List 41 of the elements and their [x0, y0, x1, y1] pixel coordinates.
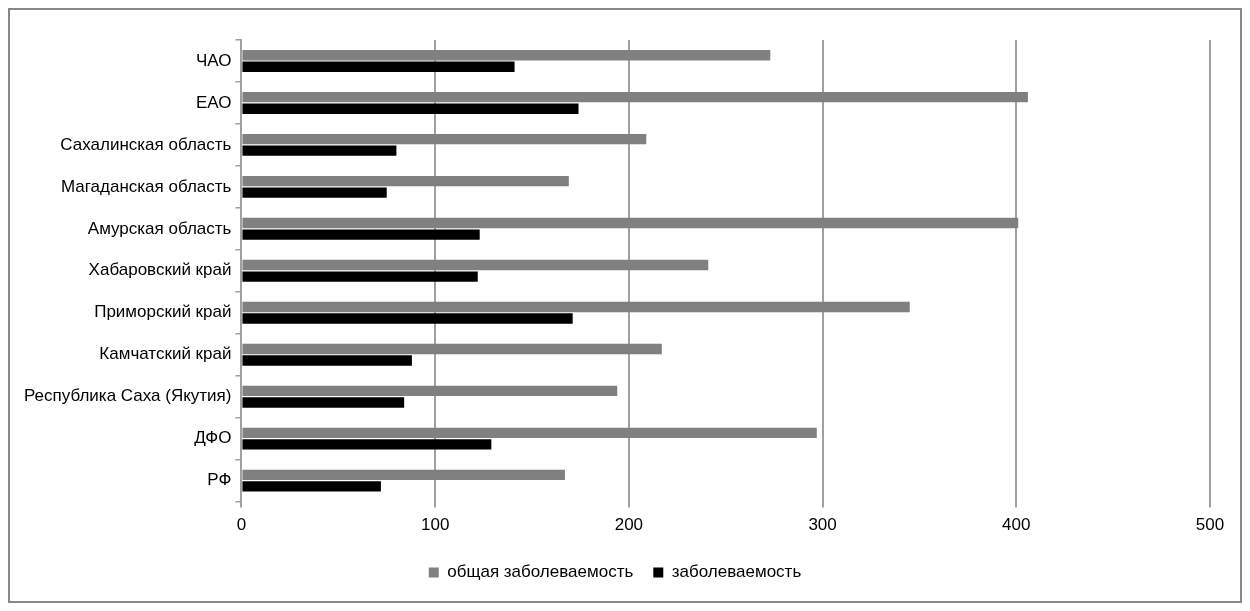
- bar: [242, 355, 412, 366]
- bar: [242, 91, 1028, 103]
- y-tick-label: ДФО: [194, 428, 232, 448]
- y-tick-label: ЕАО: [195, 92, 232, 112]
- x-tick-label: 400: [1002, 515, 1031, 535]
- bar: [242, 50, 771, 61]
- bar: [242, 271, 478, 282]
- legend-label: заболеваемость: [671, 562, 802, 582]
- legend-label: общая заболеваемость: [447, 562, 634, 582]
- bar: [242, 217, 1019, 229]
- y-tick-label: ЧАО: [195, 50, 232, 70]
- bar: [242, 343, 662, 355]
- bar: [242, 175, 569, 187]
- y-tick-label: Хабаровский край: [88, 260, 232, 280]
- bar: [242, 133, 647, 145]
- y-tick-label: Магаданская область: [60, 176, 232, 196]
- bar: [242, 301, 910, 313]
- bar: [242, 229, 480, 240]
- bar: [242, 145, 397, 156]
- y-tick-label: Амурская область: [87, 218, 232, 238]
- bar: [242, 187, 387, 198]
- x-tick-label: 100: [420, 515, 450, 535]
- bar: [242, 427, 817, 439]
- y-tick-label: Приморский край: [94, 302, 232, 322]
- bar: [242, 259, 709, 271]
- bar: [242, 385, 618, 397]
- x-tick-label: 500: [1195, 515, 1225, 535]
- bar: [242, 439, 492, 450]
- x-tick-label: 300: [808, 515, 837, 535]
- bar: [242, 397, 405, 408]
- x-tick-label: 200: [614, 515, 644, 535]
- y-tick-label: Сахалинская область: [60, 134, 232, 154]
- bar: [242, 103, 579, 114]
- bar: [242, 469, 565, 481]
- x-tick-label: 0: [236, 515, 247, 535]
- bar: [242, 313, 573, 324]
- bar: [242, 481, 381, 492]
- y-tick-label: РФ: [207, 470, 232, 490]
- y-tick-label: Камчатский край: [99, 344, 232, 364]
- bar: [242, 61, 515, 72]
- y-tick-label: Республика Саха (Якутия): [23, 386, 232, 406]
